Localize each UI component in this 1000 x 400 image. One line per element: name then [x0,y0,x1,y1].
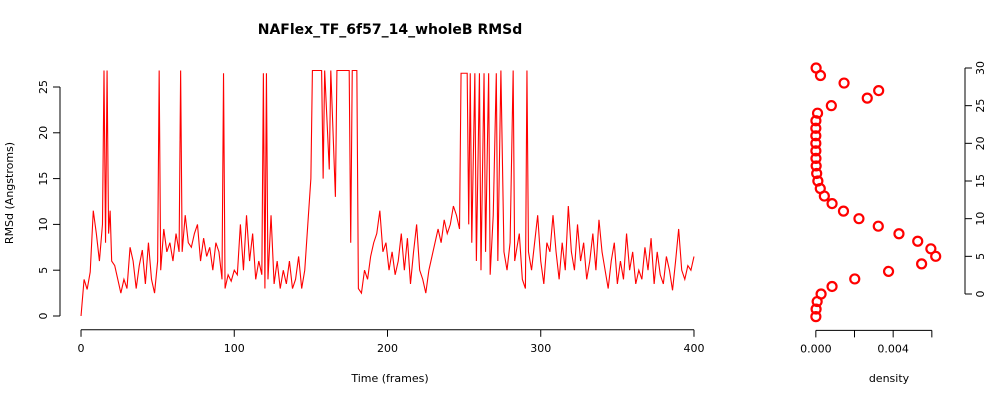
density-point [912,235,924,247]
y-tick-label: 25 [974,99,987,113]
density-point [873,84,885,97]
density-point [810,152,822,164]
x-tick-label: 200 [377,342,398,355]
y-axis-title: RMSd (Angstroms) [3,142,16,244]
y-tick-label: 0 [974,291,987,298]
x-tick-label: 0.000 [800,342,832,355]
density-point [810,62,822,74]
density-point [811,107,824,119]
chart-title: NAFlex_TF_6f57_14_wholeB RMSd [258,22,523,38]
y-tick-label: 25 [37,80,50,94]
density-point [925,243,937,255]
y-tick-label: 15 [974,174,987,188]
density-point [825,100,837,112]
x-tick-label: 100 [224,342,245,355]
density-point [810,145,822,157]
density-point [810,303,822,315]
x-tick-label: 400 [683,342,704,355]
density-point [861,92,873,104]
density-point [930,250,942,262]
density-point [893,228,905,240]
x-axis-title: density [869,372,910,385]
y-tick-label: 10 [37,217,50,231]
density-point [810,311,822,323]
y-tick-label: 15 [37,172,50,186]
density-point [853,213,865,225]
density-point [916,258,928,270]
density-point [811,167,823,180]
y-tick-label: 20 [37,126,50,140]
y-tick-label: 10 [974,212,987,226]
density-point [837,205,850,217]
y-tick-label: 20 [974,136,987,150]
density-point [810,130,822,142]
density-point [812,175,824,187]
density-point [872,220,884,232]
data-line [80,69,695,317]
density-point [849,273,861,285]
density-point [826,280,838,293]
x-tick-label: 300 [530,342,551,355]
y-tick-label: 30 [974,61,987,75]
density-point [838,77,850,89]
y-tick-label: 5 [37,267,50,274]
x-axis-title: Time (frames) [350,372,428,385]
density-point [810,115,822,127]
density-point [810,160,822,172]
density-point [810,137,822,149]
density-point [826,198,838,210]
y-tick-label: 0 [37,312,50,319]
density-point [810,122,822,134]
x-tick-label: 0 [78,342,85,355]
density-point [815,288,827,300]
y-tick-label: 5 [974,253,987,260]
x-tick-label: 0.004 [877,342,909,355]
density-point [882,265,895,278]
